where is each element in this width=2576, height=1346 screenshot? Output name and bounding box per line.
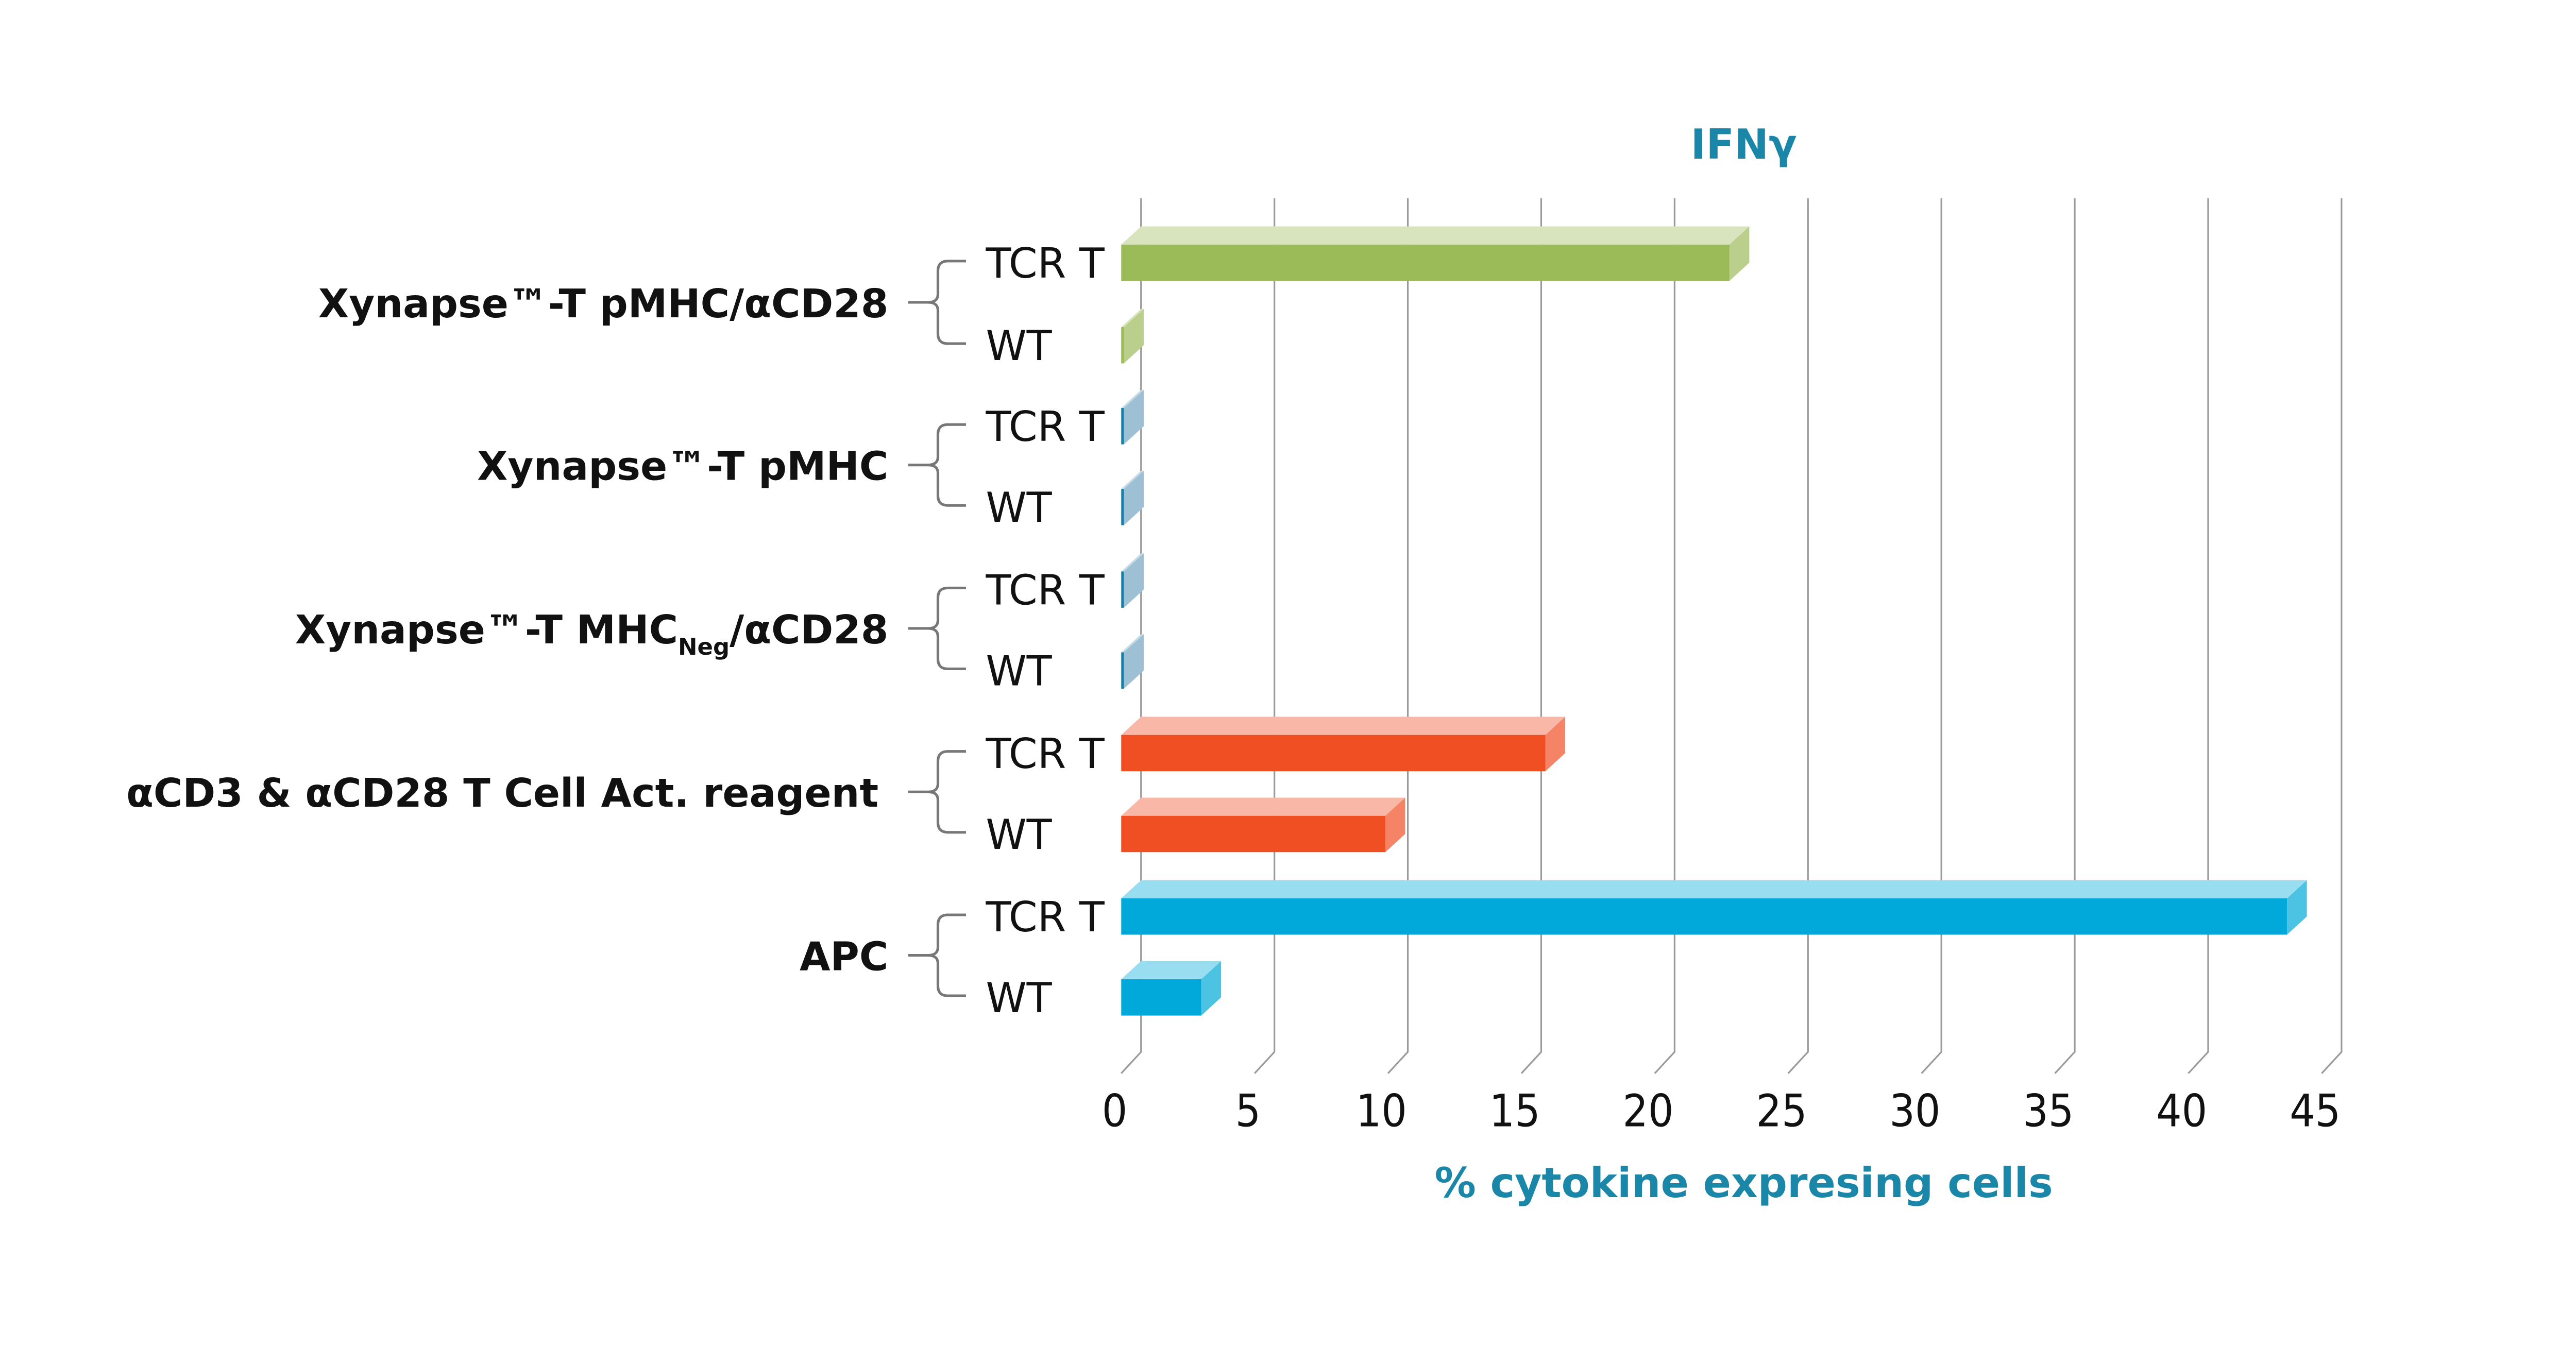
bar-top	[1121, 634, 1144, 653]
chart-title: IFNγ	[1691, 121, 1797, 168]
bar-top	[1121, 797, 1405, 816]
bar-side	[1124, 309, 1144, 364]
bar-front	[1121, 571, 1124, 608]
group-bracket	[908, 423, 966, 507]
x-tick-label: 25	[1756, 1085, 1807, 1137]
x-tick-label: 0	[1102, 1085, 1128, 1137]
bar-top	[1121, 389, 1144, 408]
bar-side	[1124, 389, 1144, 445]
bar-front	[1121, 244, 1730, 281]
x-tick-label: 20	[1623, 1085, 1674, 1137]
bar	[1121, 634, 1144, 689]
gridline	[1254, 198, 1276, 1074]
group-bracket	[908, 260, 966, 345]
bar	[1121, 717, 1566, 772]
bar-label: WT	[986, 322, 1052, 370]
bar-side	[1124, 634, 1144, 689]
group-label-text: αCD3 & αCD28 T Cell Act. reagent	[126, 771, 878, 816]
bar-top	[1121, 226, 1750, 245]
gridline	[1921, 198, 1942, 1074]
group-label: APC	[800, 934, 888, 980]
bar-side	[1124, 470, 1144, 525]
bar-front	[1121, 735, 1546, 772]
x-tick-label: 10	[1356, 1085, 1407, 1137]
bar-top	[1121, 470, 1144, 489]
bar-side	[1124, 553, 1144, 608]
bar-front	[1121, 489, 1124, 525]
group-label-subscript: Neg	[678, 633, 730, 660]
bar-top	[1121, 961, 1222, 980]
bar-label: WT	[986, 974, 1052, 1022]
bar-label: WT	[986, 811, 1052, 859]
x-axis-label: % cytokine expresing cells	[1435, 1159, 2053, 1207]
bar	[1121, 389, 1144, 445]
group-bracket	[908, 586, 966, 671]
x-tick-label: 5	[1235, 1085, 1261, 1137]
bar-label: TCR T	[985, 240, 1105, 287]
group-label-text: Xynapse™-T pMHC	[477, 444, 888, 490]
bar	[1121, 226, 1750, 281]
bar	[1121, 553, 1144, 608]
bar-front	[1121, 652, 1124, 689]
x-tick-label: 35	[2023, 1085, 2074, 1137]
group-label-text: Xynapse™-T MHC	[295, 607, 678, 653]
bars	[1121, 226, 2307, 1016]
bar-top	[1121, 880, 2307, 898]
bar-side	[1729, 226, 1750, 281]
category-labels: TCR T WT Xynapse™-T pMHC/αCD28 TCR T WT Xynap…	[126, 240, 1105, 1022]
bar-label: TCR T	[985, 893, 1105, 941]
bar-label: TCR T	[985, 730, 1105, 778]
group-label: αCD3 & αCD28 T Cell Act. reagent	[126, 771, 878, 816]
bar-front	[1121, 408, 1124, 445]
bar	[1121, 880, 2307, 935]
gridline	[1654, 198, 1675, 1074]
x-tick-label: 15	[1489, 1085, 1540, 1137]
bar	[1121, 470, 1144, 525]
x-tick-labels: 0 5 10 15 20 25 30 35 40 45	[1102, 1085, 2341, 1137]
gridline	[1520, 198, 1543, 1074]
group-label: Xynapse™-T pMHC	[477, 444, 888, 490]
x-tick-label: 45	[2290, 1085, 2341, 1137]
bar-side	[1545, 717, 1566, 772]
group-label-suffix: /αCD28	[730, 607, 888, 653]
bar-front	[1121, 898, 2287, 935]
gridline	[1387, 198, 1409, 1074]
group-bracket	[908, 913, 966, 997]
gridline	[2321, 198, 2343, 1074]
gridline	[2188, 198, 2209, 1074]
group-label-text: Xynapse™-T pMHC/αCD28	[318, 281, 888, 327]
bar-label: TCR T	[985, 566, 1105, 614]
group-bracket	[908, 750, 966, 834]
x-tick-label: 40	[2156, 1085, 2207, 1137]
bar-top	[1121, 553, 1144, 572]
group-label: Xynapse™-T MHCNeg/αCD28	[295, 607, 888, 660]
gridline	[2054, 198, 2076, 1074]
gridline	[1787, 198, 1809, 1074]
bar-label: WT	[986, 648, 1052, 695]
bar-front	[1121, 815, 1385, 853]
x-tick-label: 30	[1889, 1085, 1940, 1137]
bar-front	[1121, 327, 1124, 364]
bar-label: TCR T	[985, 403, 1105, 451]
group-label-text: APC	[800, 934, 888, 980]
bar	[1121, 961, 1222, 1016]
bar-top	[1121, 309, 1144, 328]
bar-label: WT	[986, 484, 1052, 532]
bar-front	[1121, 979, 1201, 1016]
bar	[1121, 797, 1405, 853]
gridlines	[1121, 198, 2343, 1074]
group-label: Xynapse™-T pMHC/αCD28	[318, 281, 888, 327]
bar-top	[1121, 717, 1566, 735]
bar	[1121, 309, 1144, 364]
